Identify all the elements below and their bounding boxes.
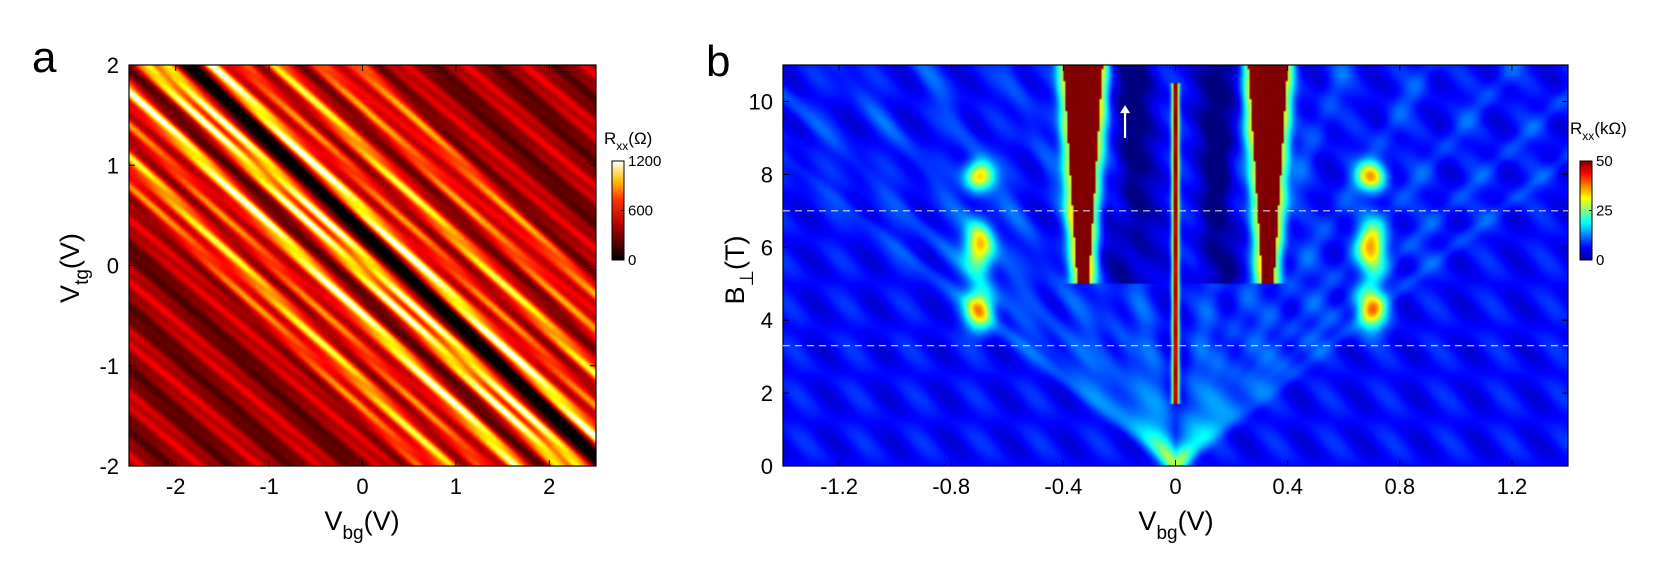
colorbar-tick-label: 1200: [628, 153, 661, 170]
x-tick-label: -1.2: [820, 474, 858, 499]
y-tick-label: 2: [107, 53, 119, 78]
y-ticks-b: 10 8 6 4 2 0: [749, 89, 1568, 479]
y-ticks-a: 2 1 0 -1 -2: [99, 53, 596, 479]
colorbar-tick-label: 25: [1596, 203, 1613, 220]
colorbar-label-b: Rxx(kΩ): [1570, 119, 1627, 143]
dashed-lines-b: [783, 210, 1568, 347]
colorbar-ticks-a: 1200 600 0: [621, 153, 661, 269]
arrow-head: [1120, 105, 1131, 114]
y-tick-label: 10: [749, 89, 773, 114]
x-tick-label: -1: [259, 474, 279, 499]
x-ticks-b: -1.2 -0.8 -0.4 0 0.4 0.8 1.2: [820, 65, 1527, 499]
y-tick-label: 0: [761, 454, 773, 479]
x-axis-label-b: Vbg(V): [1138, 506, 1213, 544]
heatmap-a-image: [129, 65, 596, 466]
x-ticks-a: -2 -1 0 1 2: [166, 65, 555, 499]
panel-label-b: b: [706, 37, 730, 86]
x-tick-label: -0.8: [932, 474, 970, 499]
x-tick-label: 2: [543, 474, 555, 499]
panel-label-a: a: [32, 33, 57, 82]
colorbar-tick-label: 600: [628, 203, 653, 220]
colorbar-tick-label: 0: [628, 252, 636, 269]
y-tick-label: -1: [99, 354, 119, 379]
y-tick-label: -2: [99, 454, 119, 479]
y-tick-label: 1: [107, 153, 119, 178]
panel-a: a -2 -1 0 1 2 2 1 0 -1 -2 Vbg(V) Vtg(V) Rxx(Ω) 1…: [32, 33, 661, 544]
colorbar-ticks-b: 50 25 0: [1589, 153, 1613, 269]
colorbar-tick-label: 0: [1596, 252, 1604, 269]
y-tick-label: 6: [761, 235, 773, 260]
x-tick-label: 0.4: [1272, 474, 1303, 499]
x-tick-label: -2: [166, 474, 186, 499]
x-tick-label: -0.4: [1044, 474, 1082, 499]
x-tick-label: 1: [450, 474, 462, 499]
colorbar-tick-label: 50: [1596, 153, 1613, 170]
y-axis-label-a: Vtg(V): [55, 233, 93, 303]
y-tick-label: 0: [107, 254, 119, 279]
y-tick-label: 8: [761, 162, 773, 187]
x-tick-label: 1.2: [1497, 474, 1528, 499]
y-tick-label: 4: [761, 308, 773, 333]
x-tick-label: 0.8: [1384, 474, 1415, 499]
y-tick-label: 2: [761, 381, 773, 406]
heatmap-b-image: [783, 65, 1568, 466]
x-tick-label: 0: [356, 474, 368, 499]
colorbar-label-a: Rxx(Ω): [604, 129, 652, 153]
y-axis-label-b: B⊥(T): [720, 235, 758, 304]
x-axis-label-a: Vbg(V): [324, 506, 399, 544]
x-tick-label: 0: [1169, 474, 1181, 499]
arrow-annotation: [1120, 105, 1131, 138]
